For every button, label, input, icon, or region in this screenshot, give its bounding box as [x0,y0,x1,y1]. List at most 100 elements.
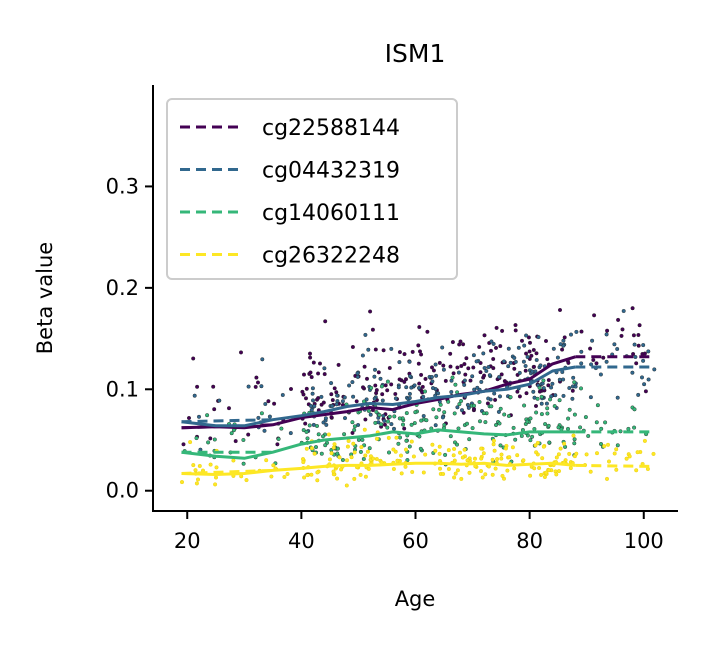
scatter-point [541,444,546,449]
scatter-point [550,381,555,386]
scatter-point [196,414,201,419]
scatter-point [449,390,454,395]
scatter-point [256,415,261,420]
scatter-point [572,441,577,446]
scatter-point [466,366,471,371]
scatter-point [588,469,593,474]
scatter-point [423,376,428,381]
scatter-point [346,439,351,444]
scatter-point [423,452,428,457]
scatter-point [385,379,390,384]
scatter-point [246,384,251,389]
scatter-point [464,356,469,361]
scatter-point [453,382,458,387]
scatter-point [434,373,439,378]
scatter-point [321,434,326,439]
scatter-point [374,388,379,393]
scatter-point [641,343,646,348]
scatter-point [311,360,316,365]
scatter-point [352,476,357,481]
scatter-point [569,332,574,337]
scatter-point [548,397,553,402]
scatter-point [421,470,426,475]
scatter-point [463,372,468,377]
scatter-point [473,456,478,461]
scatter-point [498,443,503,448]
scatter-point [322,372,327,377]
scatter-point [402,426,407,431]
scatter-point [479,469,484,474]
y-tick-label: 0.3 [106,174,139,198]
scatter-point [416,343,421,348]
scatter-point [633,355,638,360]
scatter-point [642,382,647,387]
scatter-point [458,450,463,455]
scatter-point [423,389,428,394]
scatter-point [459,476,464,481]
scatter-point [181,442,186,447]
scatter-point [352,424,357,429]
scatter-point [452,475,457,480]
scatter-point [381,413,386,418]
scatter-point [621,309,626,314]
scatter-point [498,406,503,411]
scatter-point [402,379,407,384]
scatter-point [319,394,324,399]
scatter-point [465,458,470,463]
scatter-point [616,317,621,322]
scatter-point [590,338,595,343]
scatter-point [434,415,439,420]
scatter-point [351,441,356,446]
scatter-point [335,446,340,451]
scatter-point [512,366,517,371]
scatter-point [312,404,317,409]
scatter-point [318,361,323,366]
scatter-point [482,366,487,371]
scatter-point [603,420,608,425]
scatter-point [520,338,525,343]
scatter-point [541,386,546,391]
scatter-point [506,346,511,351]
scatter-point [462,382,467,387]
scatter-point [606,442,611,447]
scatter-point [394,435,399,440]
scatter-point [544,339,549,344]
scatter-point [409,385,414,390]
scatter-point [452,411,457,416]
scatter-point [433,423,438,428]
scatter-point [308,355,313,360]
scatter-point [378,376,383,381]
scatter-point [417,434,422,439]
scatter-point [513,437,518,442]
scatter-point [179,480,184,485]
scatter-point [598,372,603,377]
scatter-point [477,345,482,350]
scatter-point [497,375,502,380]
scatter-point [397,350,402,355]
scatter-point [459,399,464,404]
scatter-point [455,442,460,447]
scatter-point [522,403,527,408]
scatter-point [340,399,345,404]
scatter-point [535,440,540,445]
scatter-point [594,420,599,425]
scatter-point [275,442,280,447]
scatter-point [630,370,635,375]
scatter-point [479,456,484,461]
scatter-point [493,466,498,471]
scatter-point [300,389,305,394]
scatter-point [615,443,620,448]
scatter-point [552,404,557,409]
scatter-point [535,396,540,401]
scatter-point [409,439,414,444]
scatter-point [316,371,321,376]
scatter-point [446,467,451,472]
scatter-point [468,378,473,383]
scatter-point [401,422,406,427]
scatter-point [331,445,336,450]
scatter-point [389,382,394,387]
scatter-point [197,464,202,469]
scatter-point [195,477,200,482]
scatter-point [467,470,472,475]
scatter-point [554,472,559,477]
